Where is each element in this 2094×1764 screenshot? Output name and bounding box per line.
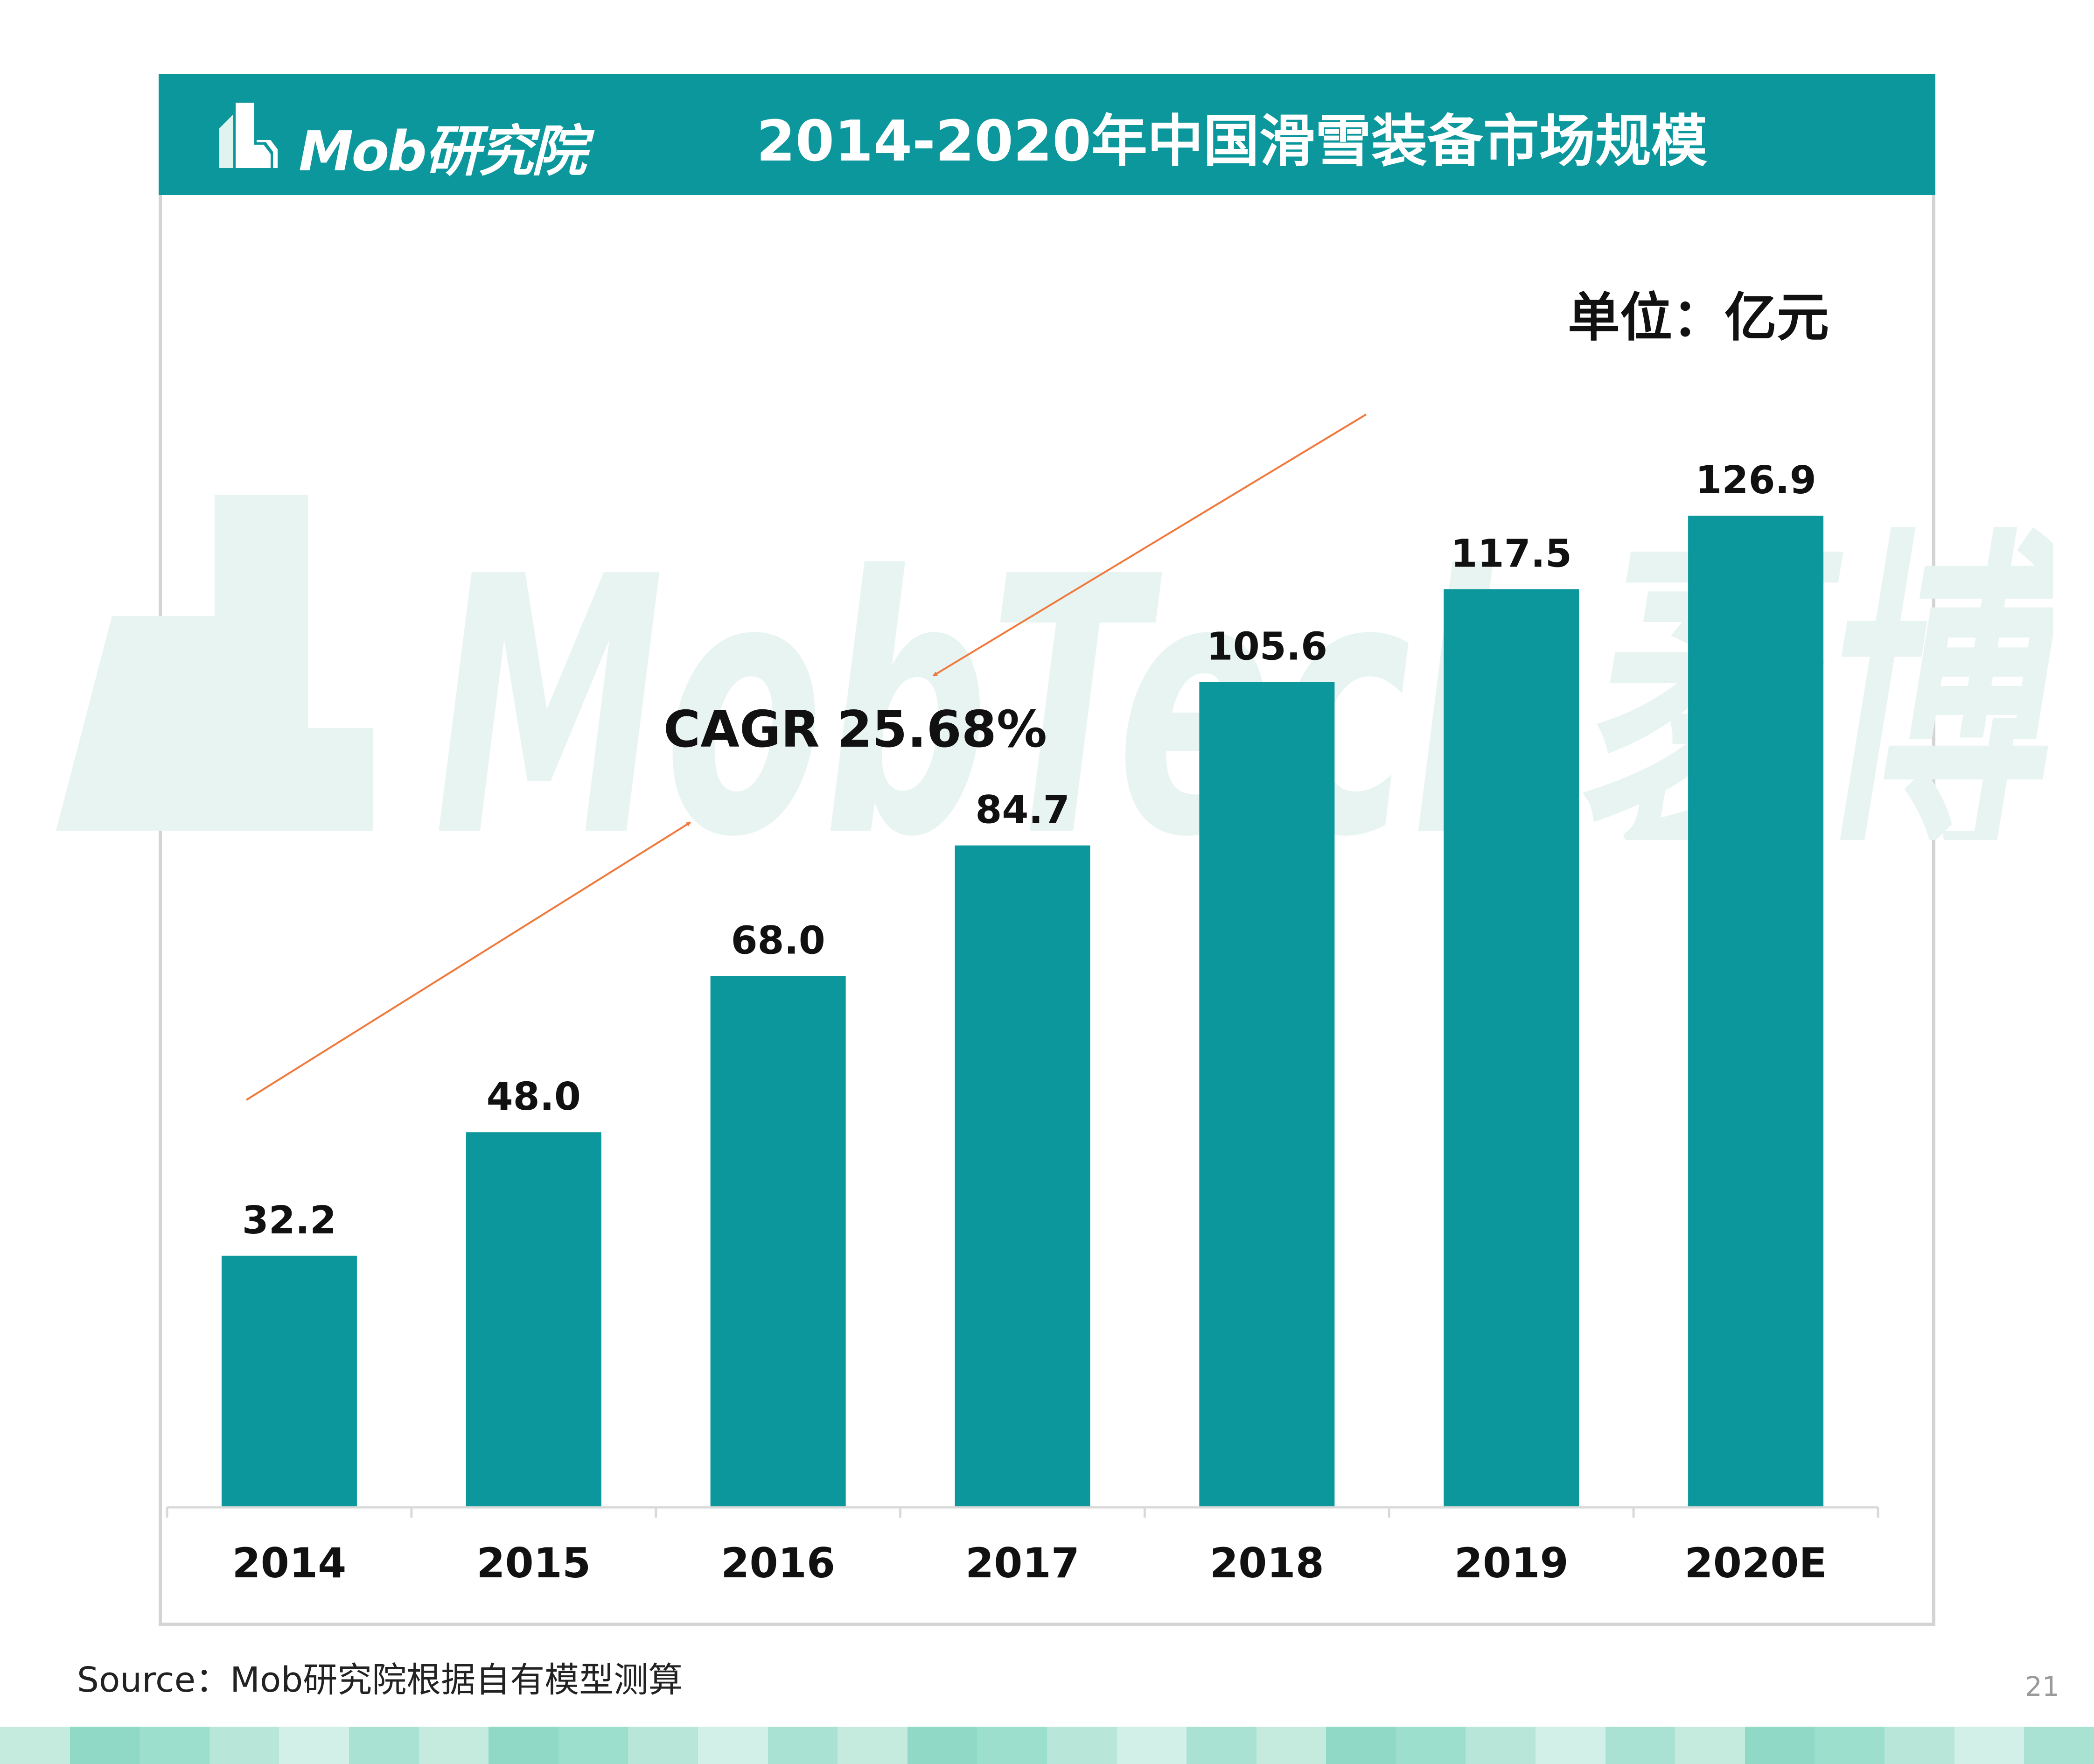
logo-text: Mob研究院 (299, 119, 586, 183)
category-label-2016: 2016 (721, 1539, 835, 1587)
value-label-2016: 68.0 (731, 918, 825, 963)
value-label-2019: 117.5 (1451, 532, 1572, 576)
page-number: 21 (2025, 1671, 2059, 1702)
bar-2017 (955, 845, 1090, 1507)
category-label-2014: 2014 (232, 1539, 346, 1587)
footer-segment (419, 1727, 489, 1764)
footer-segment (1396, 1727, 1466, 1764)
footer-segment (628, 1727, 698, 1764)
footer-segment (1745, 1727, 1815, 1764)
footer-segment (558, 1727, 628, 1764)
footer-segment (0, 1727, 70, 1764)
footer-segment (279, 1727, 349, 1764)
chart-title: 2014-2020年中国滑雪装备市场规模 (756, 109, 1707, 174)
category-label-2017: 2017 (965, 1539, 1080, 1587)
footer-segment (1466, 1727, 1536, 1764)
bar-2015 (466, 1132, 601, 1507)
bar-2016 (710, 976, 846, 1507)
footer-segment (1954, 1727, 2024, 1764)
footer-segment (2024, 1727, 2094, 1764)
footer-segment (1047, 1727, 1117, 1764)
footer-segment (838, 1727, 907, 1764)
bar-2020E (1688, 516, 1824, 1507)
footer-segment (349, 1727, 419, 1764)
cagr-arrow-upper (932, 413, 1367, 677)
footer-segment (1536, 1727, 1605, 1764)
bar-2014 (221, 1255, 357, 1507)
value-label-2017: 84.7 (975, 788, 1069, 833)
category-label-2018: 2018 (1210, 1539, 1324, 1587)
source-note: Source：Mob研究院根据自有模型测算 (77, 1660, 683, 1700)
value-label-2014: 32.2 (242, 1198, 336, 1243)
footer-segment (1815, 1727, 1885, 1764)
footer-segment (977, 1727, 1047, 1764)
footer-segment (1117, 1727, 1187, 1764)
footer-segment (1326, 1727, 1396, 1764)
footer-segment (140, 1727, 209, 1764)
footer-strip (0, 1727, 2094, 1764)
value-label-2018: 105.6 (1207, 625, 1327, 669)
category-label-2015: 2015 (476, 1539, 591, 1587)
category-label-2020E: 2020E (1685, 1539, 1827, 1587)
value-label-2020E: 126.9 (1695, 458, 1816, 503)
value-label-2015: 48.0 (487, 1075, 581, 1119)
footer-segment (698, 1727, 768, 1764)
unit-label: 单位：亿元 (1568, 287, 1829, 348)
cagr-label: CAGR 25.68% (663, 700, 1047, 759)
footer-segment (768, 1727, 838, 1764)
header-bar (159, 74, 1935, 195)
footer-segment (209, 1727, 279, 1764)
footer-segment (1256, 1727, 1326, 1764)
footer-segment (1885, 1727, 1954, 1764)
footer-segment (70, 1727, 140, 1764)
footer-segment (1187, 1727, 1256, 1764)
footer-segment (489, 1727, 558, 1764)
bar-2019 (1444, 589, 1579, 1507)
footer-segment (1605, 1727, 1675, 1764)
cagr-arrow-lower (245, 821, 691, 1101)
bar-2018 (1199, 682, 1335, 1507)
category-label-2019: 2019 (1454, 1539, 1569, 1587)
mob-logo-icon (219, 103, 278, 168)
footer-segment (907, 1727, 977, 1764)
footer-segment (1675, 1727, 1745, 1764)
